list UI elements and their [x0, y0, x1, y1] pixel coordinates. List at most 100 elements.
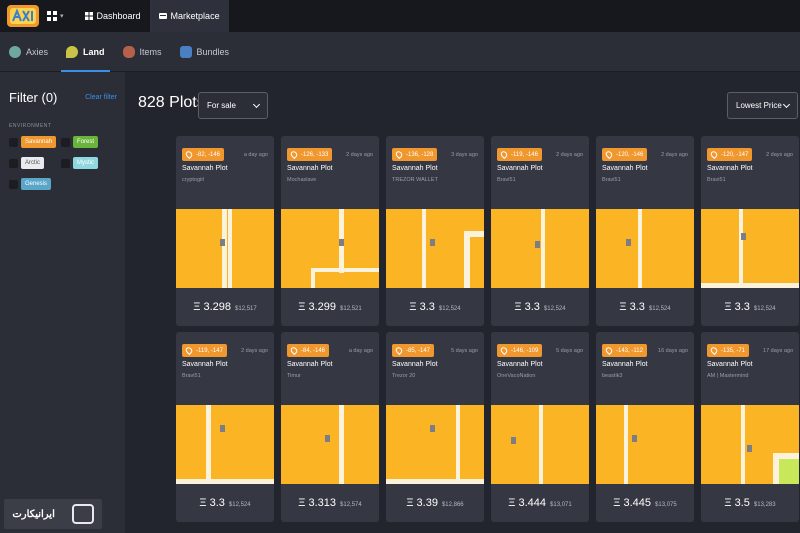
price: Ξ 3.298 $12,517 [176, 301, 274, 313]
checkbox[interactable] [61, 158, 70, 168]
listed-time: 16 days ago [658, 348, 688, 354]
road [541, 209, 545, 288]
dashboard-icon [84, 12, 93, 20]
location-pin-icon [604, 149, 614, 160]
env-option-forest[interactable]: Forest [61, 136, 113, 148]
env-option-arctic[interactable]: Arctic [9, 157, 61, 169]
land-thumbnail [596, 405, 694, 484]
coordinate-badge: -119, -146 [497, 148, 542, 161]
price-usd: $12,517 [235, 306, 257, 312]
apps-menu-button[interactable]: ▾ [47, 11, 64, 21]
chevron-down-icon: ▾ [60, 13, 64, 20]
plot-card[interactable]: -146, -109 5 days ago Savannah Plot OneV… [491, 332, 589, 522]
tab-axies[interactable]: Axies [0, 32, 57, 72]
price-usd: $13,283 [753, 502, 776, 508]
land-thumbnail [176, 209, 274, 288]
env-chip-genesis: Genesis [21, 178, 52, 190]
coordinate-badge: -135, -71 [707, 344, 750, 357]
plot-type: Savannah Plot [392, 361, 438, 368]
location-pin-icon [394, 149, 404, 160]
land-area [596, 405, 694, 484]
road [456, 405, 460, 484]
listed-time: a day ago [243, 152, 268, 158]
price-usd: $12,524 [228, 502, 251, 508]
checkbox[interactable] [9, 137, 18, 147]
price-eth: Ξ 3.3 [619, 301, 645, 313]
plot-marker [747, 445, 752, 452]
price: Ξ 3.445 $13,075 [596, 497, 694, 509]
coordinate-text: -126, -133 [301, 151, 329, 158]
tab-items[interactable]: Items [114, 32, 171, 72]
nav-marketplace-label: Marketplace [170, 11, 220, 21]
land-icon [66, 45, 79, 58]
sale-filter-value: For sale [207, 101, 236, 110]
price: Ξ 3.5 $13,283 [701, 497, 799, 509]
price-usd: $12,521 [340, 306, 362, 312]
land-thumbnail [386, 209, 484, 288]
tab-bundles[interactable]: Bundles [171, 32, 239, 72]
price: Ξ 3.39 $12,866 [386, 497, 484, 509]
plot-card[interactable]: -82, -146 a day ago Savannah Plot crypto… [176, 136, 274, 326]
chevron-down-icon [782, 100, 791, 108]
plot-card[interactable]: -84, -146 a day ago Savannah Plot Timur … [281, 332, 379, 522]
checkbox[interactable] [9, 179, 18, 189]
nav-dashboard[interactable]: Dashboard [76, 0, 150, 32]
owner-name: beastik3 [602, 373, 623, 379]
price-eth: Ξ 3.445 [613, 497, 652, 509]
price-eth: Ξ 3.3 [514, 301, 540, 313]
checkbox[interactable] [9, 158, 18, 168]
coordinate-text: -84, -146 [301, 347, 326, 354]
road [638, 209, 642, 288]
items-icon [122, 45, 135, 58]
road [539, 405, 543, 484]
env-chip-arctic: Arctic [21, 157, 44, 169]
plot-card[interactable]: -126, -133 2 days ago Savannah Plot Moch… [281, 136, 379, 326]
marketplace-icon [158, 12, 167, 20]
sort-select[interactable]: Lowest Price [727, 92, 798, 119]
owner-name: TREZOR WALLET [392, 177, 438, 183]
env-option-genesis[interactable]: Genesis [9, 178, 61, 190]
forest-tile [779, 459, 799, 484]
coordinate-badge: -120, -147 [707, 148, 753, 161]
env-option-mystic[interactable]: Mystic [61, 157, 113, 169]
listed-time: 5 days ago [451, 348, 478, 354]
plot-card[interactable]: -85, -147 5 days ago Savannah Plot Trezo… [386, 332, 484, 522]
coordinate-text: -85, -147 [406, 347, 431, 354]
plot-card[interactable]: -120, -146 2 days ago Savannah Plot Brav… [596, 136, 694, 326]
owner-name: Bravi51 [602, 177, 621, 183]
coordinate-badge: -143, -112 [602, 344, 647, 357]
axie-logo[interactable] [5, 2, 41, 30]
plot-card[interactable]: -135, -71 17 days ago Savannah Plot AM |… [701, 332, 799, 522]
plot-type: Savannah Plot [182, 165, 228, 172]
clear-filter-link[interactable]: Clear filter [85, 94, 117, 101]
plot-type: Savannah Plot [392, 165, 438, 172]
tab-items-label: Items [139, 46, 162, 57]
price-eth: Ξ 3.298 [193, 301, 232, 313]
plot-card[interactable]: -119, -146 2 days ago Savannah Plot Brav… [491, 136, 589, 326]
coordinate-text: -135, -71 [721, 347, 746, 354]
plot-card[interactable]: -119, -147 2 days ago Savannah Plot Brav… [176, 332, 274, 522]
plot-card[interactable]: -136, -128 3 days ago Savannah Plot TREZ… [386, 136, 484, 326]
filter-sidebar: Filter (0) Clear filter ENVIRONMENT Sava… [0, 72, 125, 533]
coordinate-badge: -136, -128 [392, 148, 438, 161]
plot-type: Savannah Plot [602, 165, 648, 172]
land-thumbnail [596, 209, 694, 288]
watermark-text: ایرانیکارت [12, 508, 55, 520]
env-option-savannah[interactable]: Savannah [9, 136, 61, 148]
price-usd: $12,524 [543, 306, 566, 312]
bundles-icon [179, 45, 192, 58]
owner-name: Mochaslave [287, 177, 317, 183]
owner-name: Trezor 20 [392, 373, 416, 379]
checkbox[interactable] [61, 137, 70, 147]
price-usd: $12,524 [648, 306, 671, 312]
nav-marketplace[interactable]: Marketplace [149, 0, 229, 32]
price: Ξ 3.3 $12,524 [176, 497, 274, 509]
tab-land[interactable]: Land [57, 32, 114, 72]
plot-card[interactable]: -120, -147 2 days ago Savannah Plot Brav… [701, 136, 799, 326]
sale-filter-select[interactable]: For sale [198, 92, 268, 119]
price-usd: $13,075 [655, 502, 677, 508]
env-chip-mystic: Mystic [73, 157, 98, 169]
plot-card[interactable]: -143, -112 16 days ago Savannah Plot bea… [596, 332, 694, 522]
coordinate-badge: -84, -146 [287, 344, 330, 357]
price-eth: Ξ 3.444 [508, 497, 547, 509]
